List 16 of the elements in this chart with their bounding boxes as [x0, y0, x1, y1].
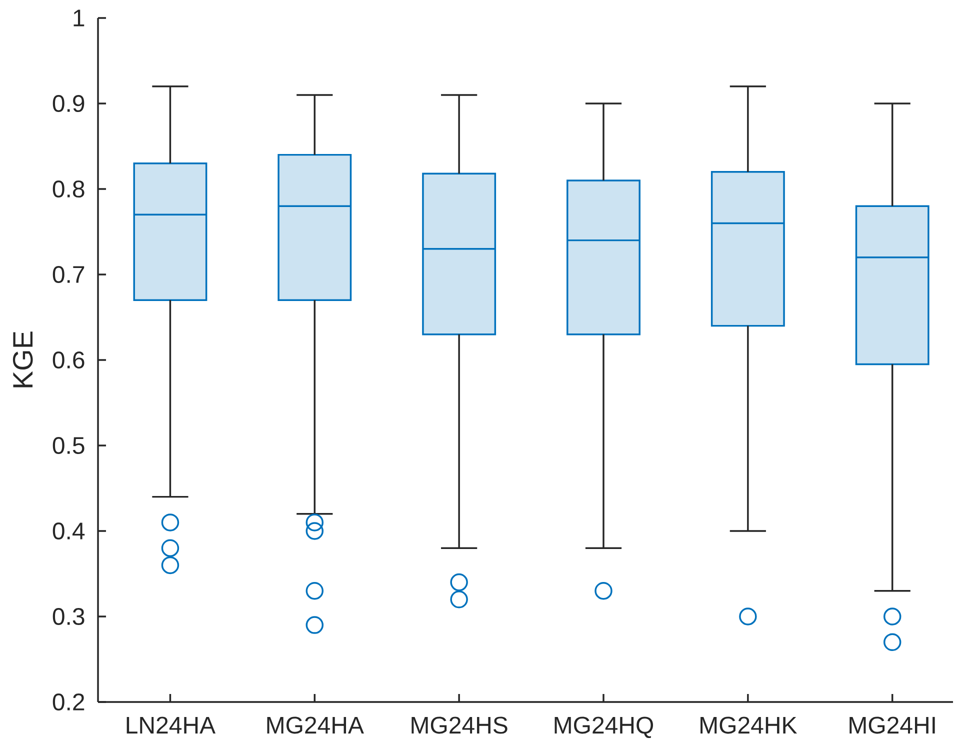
y-tick-label: 0.8	[52, 180, 84, 198]
x-tick-label: MG24HS	[412, 716, 508, 734]
y-tick-label: 0.9	[52, 95, 84, 112]
x-tick-label: MG24HQ	[554, 716, 654, 738]
y-tick-label: 0.3	[52, 608, 84, 625]
y-tick-label: 0.5	[52, 436, 84, 454]
y-tick-label: 1	[74, 10, 84, 26]
y-tick-label: 0.7	[52, 266, 84, 283]
x-tick-label: LN24HA	[126, 716, 216, 734]
x-tick-label: MG24HI	[850, 716, 935, 734]
y-tick-label: 0.4	[52, 522, 85, 540]
y-tick-label: 0.2	[52, 693, 84, 710]
y-tick-label: 0.6	[52, 352, 84, 368]
x-tick-label: MG24HK	[700, 716, 797, 734]
x-tick-label: MG24HA	[267, 716, 364, 734]
y-axis-title: KGE	[12, 332, 33, 388]
